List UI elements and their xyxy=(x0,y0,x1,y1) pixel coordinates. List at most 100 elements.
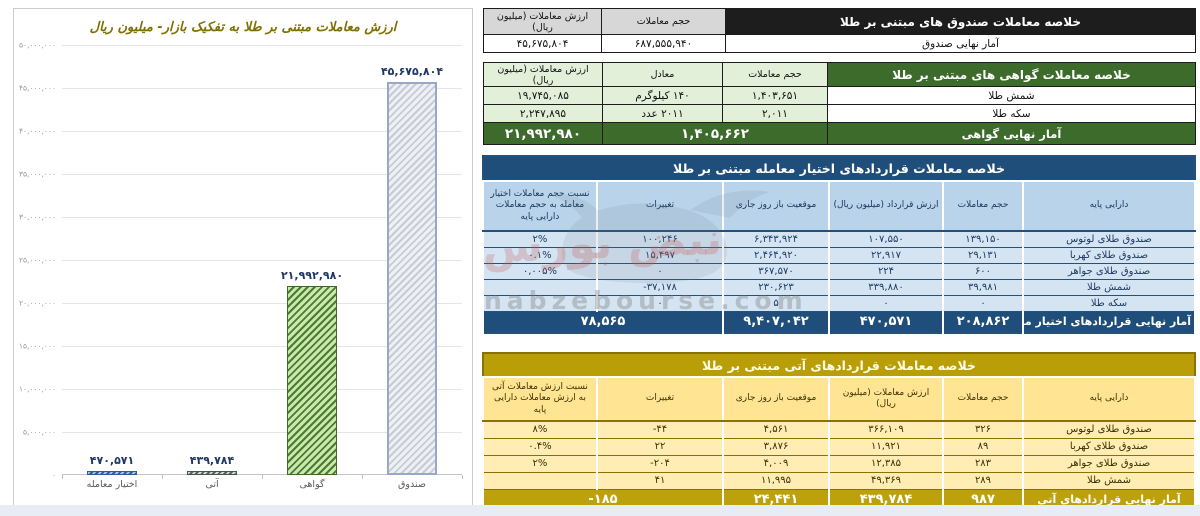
x-axis-category-label: آتی xyxy=(205,479,219,490)
table-cell: -۴۴ xyxy=(596,421,724,439)
table-cell: ۱۱,۹۲۱ xyxy=(828,438,944,456)
table-cell: ۲,۰۱۱ xyxy=(722,104,828,123)
table-cell: ۰ xyxy=(942,295,1024,312)
table-cell: ۲۲ xyxy=(596,438,724,456)
row-label: آمار نهایی قراردادهای آتی xyxy=(1022,489,1196,510)
funds-total-row: آمار نهایی صندوق ۶۸۷,۵۵۵,۹۴۰ ۴۵,۶۷۵,۸۰۴ xyxy=(483,34,1196,53)
table-cell: ۹۸۷ xyxy=(942,489,1024,510)
y-axis-tick-label: ۴۵,۰۰۰,۰۰۰ xyxy=(19,83,56,93)
table-header-row: خلاصه معاملات قراردادهای آتی مبتنی بر طل… xyxy=(482,353,1195,378)
axis-tick xyxy=(162,475,163,479)
funds-summary-table: خلاصه معاملات صندوق های مبتنی بر طلا حجم… xyxy=(483,8,1196,53)
row-label: سکه طلا xyxy=(827,104,1196,123)
row-label: شمش طلا xyxy=(1022,472,1196,490)
gold-coin-row: سکه طلا ۰ ۰ ۵ ۰ xyxy=(481,295,1196,312)
funds-table-title: خلاصه معاملات صندوق های مبتنی بر طلا xyxy=(725,8,1196,35)
certificates-table-title: خلاصه معاملات گواهی های مبتنی بر طلا xyxy=(827,62,1196,87)
table-cell: ۸% xyxy=(481,421,599,439)
volume-value: ۶۸۷,۵۵۵,۹۴۰ xyxy=(601,34,726,53)
y-axis-tick-label: ۱۰,۰۰۰,۰۰۰ xyxy=(19,384,56,394)
gold-bullion-row: شمش طلا ۲۸۹ ۴۹,۳۶۹ ۱۱,۹۹۵ ۴۱ xyxy=(481,472,1196,490)
table-cell: ۲% xyxy=(481,455,599,473)
table-cell: ۴۷۰,۵۷۱ xyxy=(828,311,944,333)
y-axis-tick-label: ۵۰,۰۰۰,۰۰۰ xyxy=(19,40,56,50)
table-cell: -۱۸۵ xyxy=(481,489,725,510)
table-cell: ۴,۵۶۱ xyxy=(722,421,830,439)
chart-bar xyxy=(287,286,337,475)
options-table-title: خلاصه معاملات قراردادهای اختیار معامله م… xyxy=(482,156,1195,182)
axis-tick xyxy=(62,475,63,479)
table-header-row: خلاصه معاملات قراردادهای اختیار معامله م… xyxy=(482,156,1195,182)
lotus-gold-fund-row: صندوق طلای لوتوس ۳۲۶ ۳۶۶,۱۰۹ ۴,۵۶۱ -۴۴ ۸% xyxy=(481,421,1196,439)
gridline xyxy=(62,88,462,89)
table-cell: ۱۰۰,۲۴۶ xyxy=(596,231,724,248)
y-axis-tick-label: ۵,۰۰۰,۰۰۰ xyxy=(23,427,56,437)
bar-value-label: ۴۵,۶۷۵,۸۰۴ xyxy=(380,65,444,78)
axis-tick xyxy=(362,475,363,479)
gridline xyxy=(62,174,462,175)
gridline xyxy=(62,260,462,261)
futures-table-title: خلاصه معاملات قراردادهای آتی مبتنی بر طل… xyxy=(482,353,1195,378)
table-cell: ۴۳۹,۷۸۴ xyxy=(828,489,944,510)
kahroba-gold-fund-row: صندوق طلای کهربا ۸۹ ۱۱,۹۲۱ ۳,۸۷۶ ۲۲ ۰.۴% xyxy=(481,438,1196,456)
row-label: سکه طلا xyxy=(1022,295,1196,312)
column-header-contract-value: ارزش قرارداد (میلیون ریال) xyxy=(828,181,944,232)
table-cell: ۸۹ xyxy=(942,438,1024,456)
table-cell: ۱۴۰ کیلوگرم xyxy=(602,86,723,105)
javaher-gold-fund-row: صندوق طلای جواهر ۶۰۰ ۲۲۴ ۳۶۷,۵۷۰ ۰ ۰,۰۰۵% xyxy=(481,263,1196,280)
table-cell: ۲۲۴ xyxy=(828,263,944,280)
row-label: صندوق طلای جواهر xyxy=(1022,455,1196,473)
table-cell: ۱۹,۷۴۵,۰۸۵ xyxy=(483,86,603,105)
gridline xyxy=(62,303,462,304)
y-axis-tick-label: ۰ xyxy=(51,470,56,480)
table-cell: ۲,۴۶۴,۹۲۰ xyxy=(722,247,830,264)
y-axis-tick-label: ۲۰,۰۰۰,۰۰۰ xyxy=(19,298,56,308)
chart-bar xyxy=(87,471,137,475)
table-cell: -۳۷,۱۷۸ xyxy=(596,279,724,296)
column-header-trade-value: ارزش معاملات (میلیون ریال) xyxy=(828,377,944,422)
futures-contracts-table: خلاصه معاملات قراردادهای آتی مبتنی بر طل… xyxy=(481,352,1196,511)
javaher-gold-fund-row: صندوق طلای جواهر ۲۸۳ ۱۲,۳۸۵ ۴,۰۰۹ -۲۰۴ ۲% xyxy=(481,455,1196,473)
gold-bullion-row: شمش طلا ۳۹,۹۸۱ ۳۳۹,۸۸۰ ۲۳۰,۶۲۳ -۳۷,۱۷۸ xyxy=(481,279,1196,296)
column-header-changes: تغییرات xyxy=(596,181,724,232)
column-header-volume: حجم معاملات xyxy=(942,377,1024,422)
table-cell: ۲۹,۱۳۱ xyxy=(942,247,1024,264)
table-cell: ۳۳۹,۸۸۰ xyxy=(828,279,944,296)
y-axis-tick-label: ۴۰,۰۰۰,۰۰۰ xyxy=(19,126,56,136)
table-cell: ۱,۴۰۵,۶۶۲ xyxy=(602,122,828,145)
options-contracts-table: خلاصه معاملات قراردادهای اختیار معامله م… xyxy=(481,155,1196,334)
page-bottom-strip xyxy=(0,505,1200,516)
column-header-volume: حجم معاملات xyxy=(942,181,1024,232)
y-axis-tick-label: ۳۰,۰۰۰,۰۰۰ xyxy=(19,212,56,222)
chart-plot-area: ۴۷۰,۵۷۱ اختیار معامله ۴۳۹,۷۸۴ آتی ۲۱,۹۹۲,۹۸۰… xyxy=(62,45,463,490)
table-cell: ۴۹,۳۶۹ xyxy=(828,472,944,490)
table-cell: ۳۶۶,۱۰۹ xyxy=(828,421,944,439)
table-cell: ۶,۳۴۳,۹۲۴ xyxy=(722,231,830,248)
value-value: ۴۵,۶۷۵,۸۰۴ xyxy=(483,34,602,53)
gridline xyxy=(62,217,462,218)
chart-title: ارزش معاملات مبتنی بر طلا به تفکیک بازار… xyxy=(89,20,397,35)
column-header-equivalent: معادل xyxy=(602,62,723,87)
table-cell xyxy=(481,279,599,296)
gridline xyxy=(62,131,462,132)
x-axis-category-label: اختیار معامله xyxy=(86,479,138,490)
gridline xyxy=(62,45,462,46)
table-cell: ۰ xyxy=(596,295,724,312)
table-cell: ۱۵,۴۹۷ xyxy=(596,247,724,264)
column-header-changes: تغییرات xyxy=(596,377,724,422)
table-cell: ۴۱ xyxy=(596,472,724,490)
y-axis-tick-label: ۱۵,۰۰۰,۰۰۰ xyxy=(19,341,56,351)
table-cell: ۳۹,۹۸۱ xyxy=(942,279,1024,296)
table-cell: ۲۳۰,۶۲۳ xyxy=(722,279,830,296)
table-cell: ۲۸۹ xyxy=(942,472,1024,490)
chart-y-axis: ۰ ۵,۰۰۰,۰۰۰ ۱۰,۰۰۰,۰۰۰ ۱۵,۰۰۰,۰۰۰ ۲۰,۰۰۰,۰۰۰… xyxy=(14,41,59,480)
table-cell: ۵ xyxy=(722,295,830,312)
table-cell: ۷۸,۵۶۵ xyxy=(481,311,725,333)
certificates-summary-table: خلاصه معاملات گواهی های مبتنی بر طلا حجم… xyxy=(483,62,1196,145)
table-header-row: خلاصه معاملات صندوق های مبتنی بر طلا حجم… xyxy=(483,8,1196,35)
bar-value-label: ۴۷۰,۵۷۱ xyxy=(89,454,135,467)
column-header-volume: حجم معاملات xyxy=(601,8,726,35)
axis-tick xyxy=(462,475,463,479)
table-cell: ۰ xyxy=(596,263,724,280)
